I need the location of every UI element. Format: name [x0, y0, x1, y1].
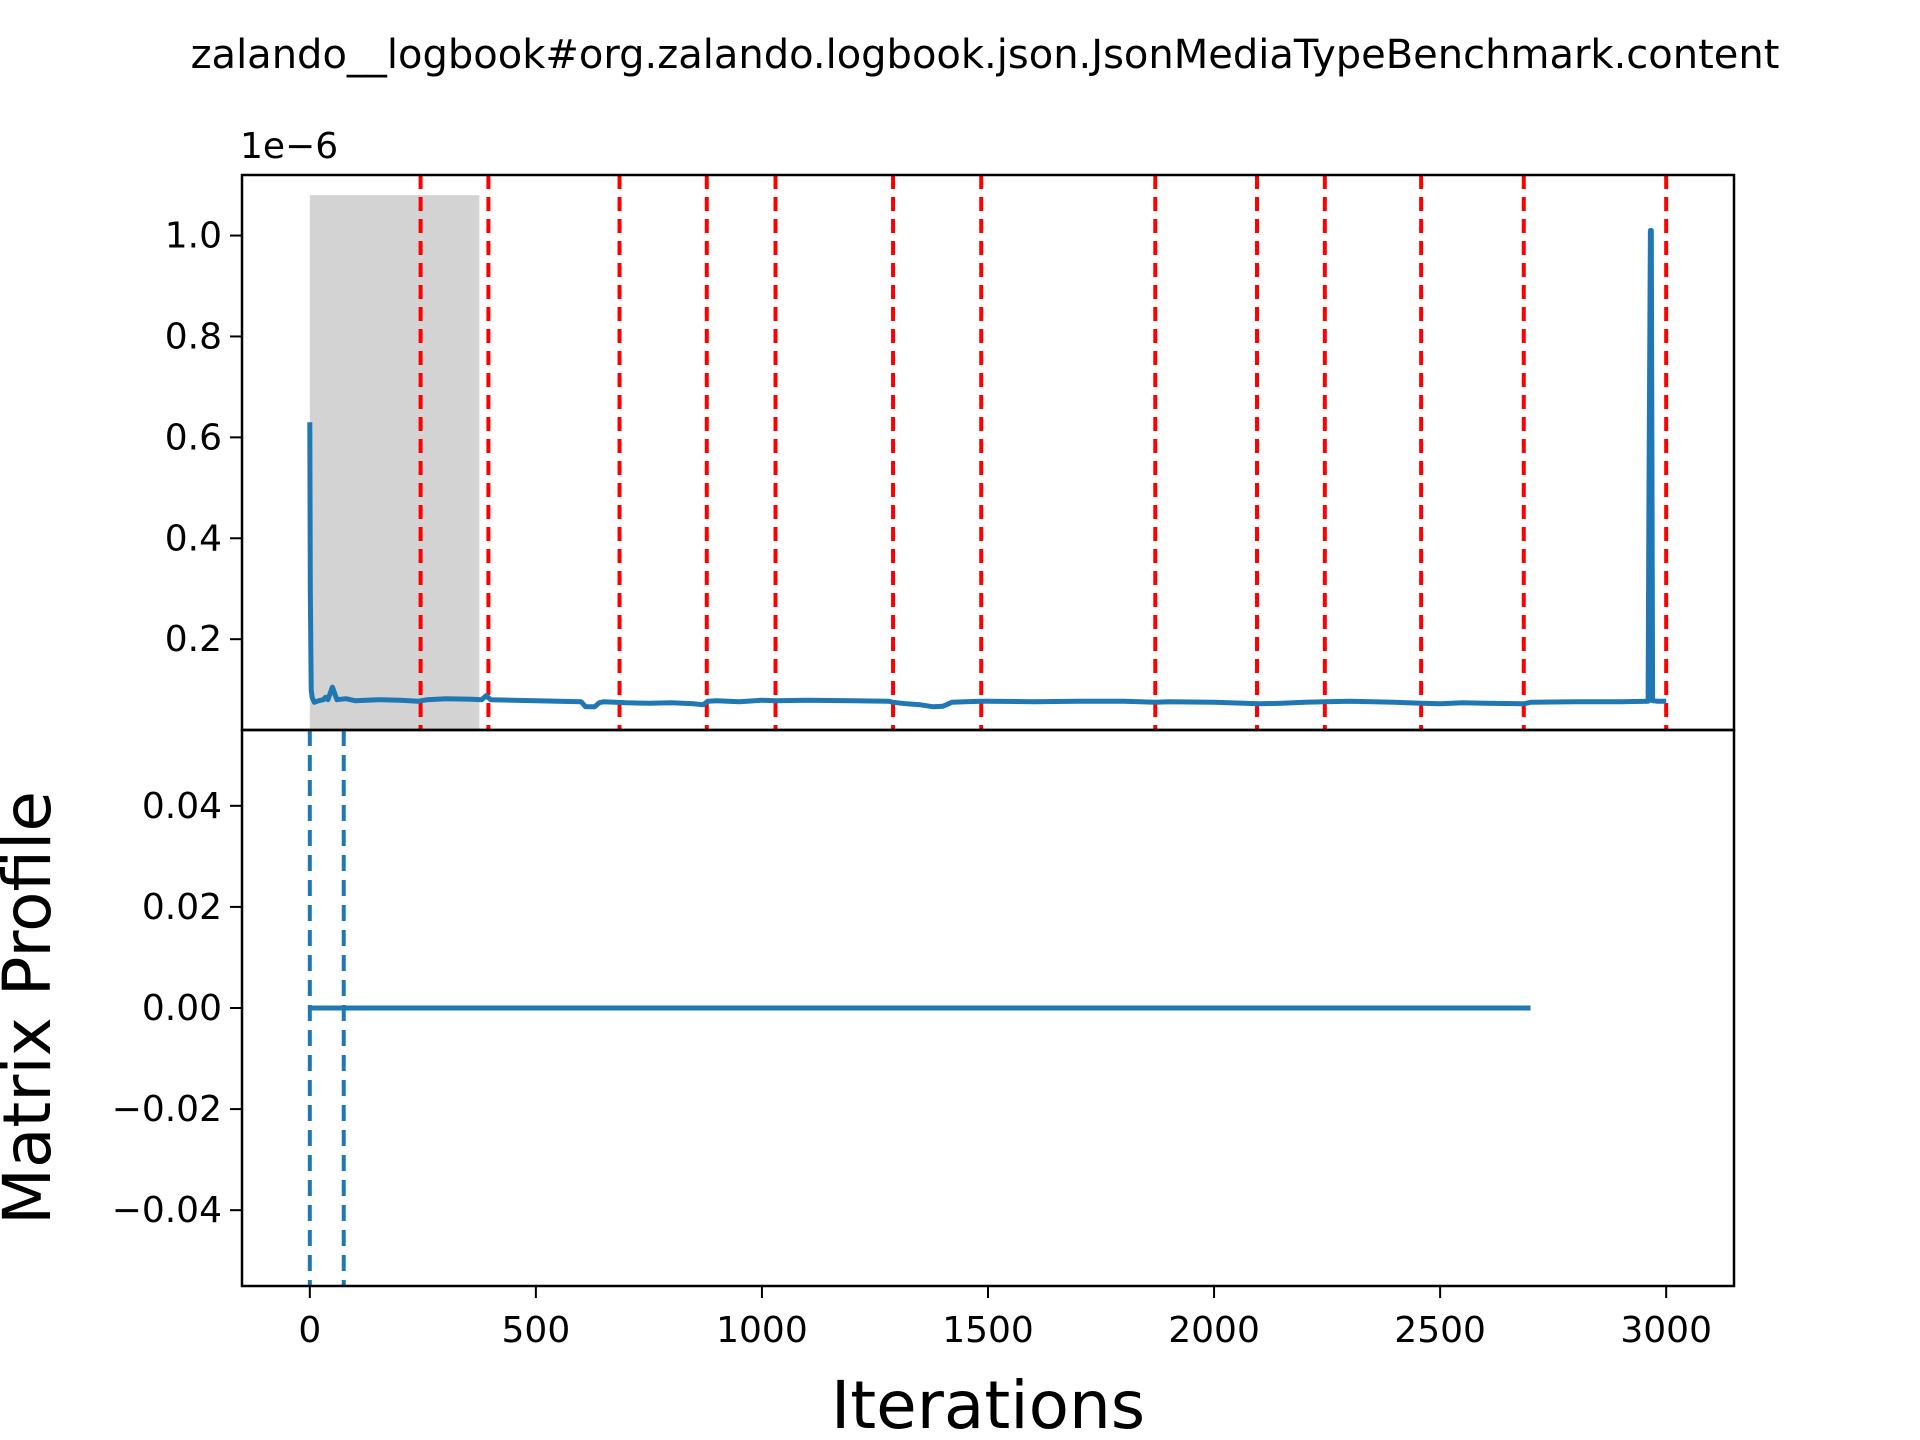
y-tick-label: −0.02	[112, 1089, 222, 1130]
y-tick-label: 0.00	[142, 988, 222, 1029]
chart-title: zalando__logbook#org.zalando.logbook.jso…	[191, 32, 1780, 78]
x-tick-label: 500	[502, 1310, 571, 1351]
y-tick-label: 0.4	[165, 518, 222, 559]
x-tick-label: 1500	[942, 1310, 1034, 1351]
top-panel-change-points	[418, 175, 1669, 730]
top-panel-y-ticks: 0.2 0.4 0.6 0.8 1.0	[165, 216, 242, 660]
y-tick-label: 0.02	[142, 887, 222, 928]
x-tick-label: 2500	[1394, 1310, 1486, 1351]
y-tick-label: 0.2	[165, 619, 222, 660]
y-tick-label: 0.8	[165, 316, 222, 357]
x-tick-label: 0	[298, 1310, 321, 1351]
x-axis-ticks: 0 500 1000 1500 2000 2500 3000	[298, 1286, 1712, 1351]
x-tick-label: 2000	[1168, 1310, 1260, 1351]
top-panel-offset-label: 1e−6	[240, 126, 338, 167]
y-tick-label: 1.0	[165, 216, 222, 257]
y-tick-label: −0.04	[112, 1190, 222, 1231]
x-tick-label: 3000	[1620, 1310, 1712, 1351]
bottom-panel-y-ticks: −0.04 −0.02 0.00 0.02 0.04	[112, 786, 242, 1231]
y-tick-label: 0.6	[165, 417, 222, 458]
bottom-panel: −0.04 −0.02 0.00 0.02 0.04	[112, 728, 1736, 1288]
y-tick-label: 0.04	[142, 786, 222, 827]
x-axis-label: Iterations	[831, 1367, 1145, 1440]
top-panel: 0.2 0.4 0.6 0.8 1.0 1e−6	[165, 126, 1736, 732]
x-tick-label: 1000	[716, 1310, 808, 1351]
top-panel-shaded-region	[309, 195, 480, 730]
y-axis-label: Matrix Profile	[0, 791, 66, 1225]
top-panel-series-line	[307, 228, 1667, 710]
